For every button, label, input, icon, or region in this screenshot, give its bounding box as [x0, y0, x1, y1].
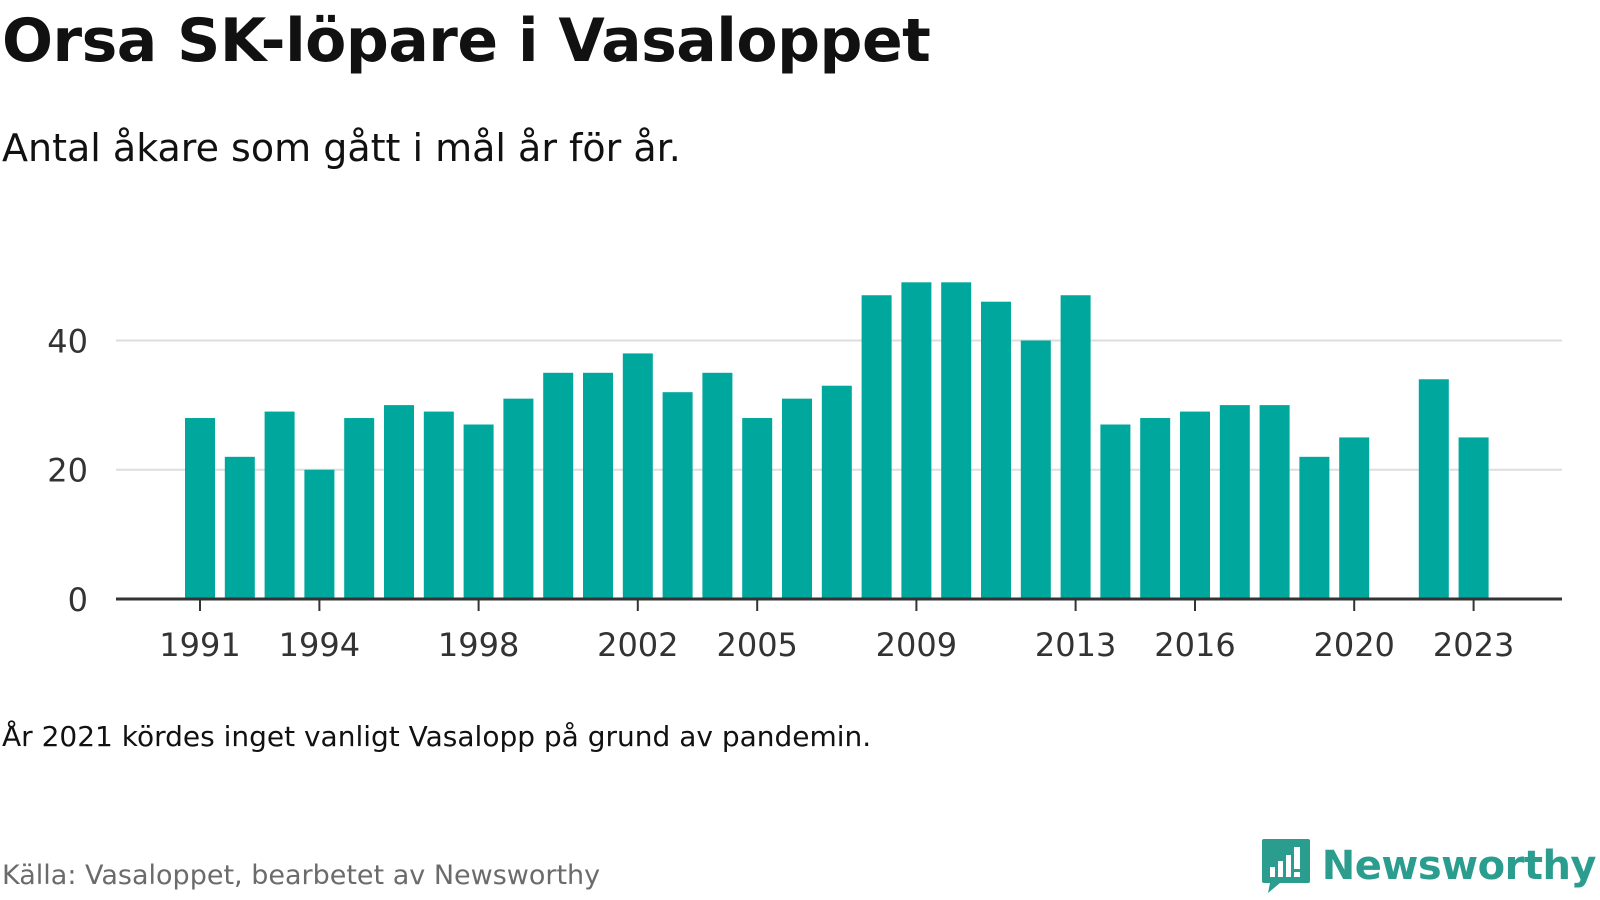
bar-2006	[782, 398, 812, 599]
bar-chart: 0 20 40 1991 1994 1998 2002 2005 2009 2013 2016 202…	[47, 282, 1562, 664]
bar-2018	[1259, 405, 1290, 599]
bar-2020	[1339, 437, 1370, 599]
bar-2003	[662, 392, 693, 599]
bar-2022	[1418, 379, 1449, 599]
bar-2005	[742, 418, 773, 599]
chart-note: År 2021 kördes inget vanligt Vasalopp på…	[2, 720, 872, 753]
newsworthy-chart-bubble-icon	[1261, 839, 1310, 893]
bar-2004	[702, 372, 733, 599]
bar-1999	[503, 398, 534, 599]
bar-2009	[901, 282, 932, 599]
bar-2023	[1458, 437, 1489, 599]
logo-text: Newsworthy	[1321, 843, 1597, 889]
bar-2008	[861, 295, 892, 599]
bar-1998	[463, 424, 494, 599]
y-tick-label: 40	[47, 322, 88, 360]
bar-2016	[1180, 411, 1210, 599]
bar-1996	[384, 405, 414, 599]
x-tick-label: 2023	[1433, 626, 1514, 664]
x-tick-label: 2020	[1313, 626, 1394, 664]
bar-2001	[583, 372, 613, 599]
source-credit: Källa: Vasaloppet, bearbetet av Newswort…	[2, 860, 601, 891]
bar-2014	[1100, 424, 1131, 599]
x-tick-label: 1991	[159, 626, 240, 664]
bar-2000	[543, 372, 574, 599]
bar-1992	[224, 456, 255, 599]
y-tick-label: 20	[47, 452, 88, 490]
chart-subtitle: Antal åkare som gått i mål år för år.	[2, 126, 681, 170]
chart-title: Orsa SK-löpare i Vasaloppet	[2, 6, 931, 76]
x-tick-label: 2002	[597, 626, 678, 664]
y-tick-label: 0	[68, 581, 88, 619]
x-tick-label: 1994	[279, 626, 360, 664]
bar-2002	[622, 353, 653, 599]
bar-2013	[1060, 295, 1091, 599]
x-tick-label: 2016	[1154, 626, 1235, 664]
bar-1993	[264, 411, 295, 599]
x-tick-label: 2013	[1035, 626, 1116, 664]
bar-2007	[821, 385, 852, 599]
x-tick-label: 1998	[438, 626, 519, 664]
bar-1995	[344, 418, 375, 599]
bar-2011	[981, 301, 1011, 599]
bar-2010	[941, 282, 972, 599]
bar-2017	[1219, 405, 1250, 599]
bar-2019	[1299, 456, 1330, 599]
x-tick-label: 2009	[876, 626, 957, 664]
x-tick-label: 2005	[716, 626, 797, 664]
bar-1994	[304, 469, 335, 599]
newsworthy-logo: Newsworthy	[1260, 836, 1597, 896]
bar-1991	[185, 418, 215, 599]
bar-2012	[1020, 340, 1051, 599]
bar-1997	[423, 411, 454, 599]
bar-2015	[1140, 418, 1171, 599]
